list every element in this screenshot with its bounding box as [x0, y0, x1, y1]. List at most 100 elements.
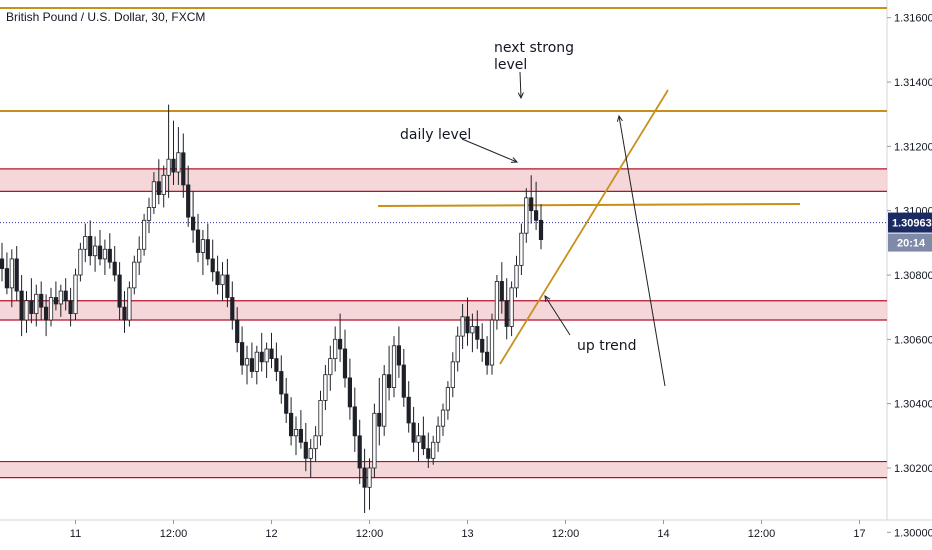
target-arrow	[618, 115, 666, 387]
y-tick-label: 1.31400	[894, 77, 932, 89]
candle-body	[396, 345, 402, 366]
candle-body	[205, 239, 210, 260]
x-tick-label: 12:00	[552, 528, 580, 540]
candle-body	[470, 326, 475, 334]
candle-body	[48, 297, 54, 321]
candle-body	[406, 396, 411, 424]
candle-body	[122, 306, 127, 321]
candle-body	[68, 300, 73, 314]
x-tick-label: 12:00	[356, 528, 384, 540]
x-tick-label: 13	[461, 528, 473, 540]
candle-body	[480, 338, 485, 353]
y-tick-label: 1.30800	[894, 270, 932, 282]
short-level-line[interactable]	[377, 203, 801, 207]
candle-body	[534, 210, 539, 221]
candle-body	[401, 364, 406, 398]
last-price-value: 1.30963	[892, 218, 932, 230]
candle-body	[58, 290, 63, 305]
candle-body	[19, 290, 24, 321]
candle-body	[44, 306, 49, 321]
candle-body	[176, 152, 181, 173]
candle-body	[489, 319, 495, 366]
candle-body	[426, 448, 431, 459]
candle-body	[352, 406, 357, 437]
target-arrow-head	[616, 114, 623, 122]
candle-body	[151, 181, 156, 208]
candle-body	[200, 239, 205, 253]
candle-body	[504, 300, 509, 327]
candle-body	[225, 274, 230, 298]
up-trend-annotation: up trend	[577, 338, 637, 354]
x-tick-label: 12:00	[160, 528, 188, 540]
candle-body	[29, 300, 34, 314]
candle-body	[112, 261, 117, 276]
candle-body	[102, 248, 107, 260]
candle-body	[210, 258, 215, 273]
candle-body	[377, 412, 382, 427]
candle-body	[274, 358, 279, 372]
candle-body	[9, 258, 14, 289]
daily-level-arrow	[461, 138, 518, 163]
next-strong-level-arrow-head	[517, 92, 524, 100]
candle-body	[328, 358, 333, 376]
candle-body	[367, 467, 372, 488]
candle-body	[264, 348, 269, 363]
candle-body	[342, 348, 348, 379]
candle-body	[132, 261, 137, 289]
candle-body	[78, 248, 83, 276]
candle-body	[93, 245, 98, 257]
y-tick-label: 1.30400	[894, 399, 932, 411]
candle-body	[107, 248, 112, 263]
candle-body	[53, 297, 59, 305]
candle-body	[411, 422, 416, 443]
lower-zone[interactable]	[0, 461, 887, 478]
candle-body	[4, 268, 9, 289]
candle-body	[137, 248, 142, 263]
daily-level-zone[interactable]	[0, 168, 887, 192]
candle-body	[279, 371, 284, 395]
candle-body	[117, 274, 122, 308]
candle-body	[269, 348, 274, 360]
candle-body	[284, 393, 289, 414]
candle-body	[323, 374, 328, 401]
candle-body	[88, 236, 93, 257]
candle-body	[220, 274, 225, 286]
x-tick-label: 12	[265, 528, 277, 540]
candle-body	[127, 287, 132, 321]
candle-body	[181, 152, 186, 186]
chart-title: British Pound / U.S. Dollar, 30, FXCM	[6, 10, 206, 24]
up-trend-arrow-head	[544, 295, 551, 303]
next-strong-level-annotation: level	[494, 57, 527, 73]
candle-body	[538, 219, 544, 241]
middle-zone[interactable]	[0, 300, 887, 321]
y-tick-label: 1.30000	[894, 527, 932, 539]
candle-body	[254, 351, 259, 372]
candle-body	[303, 441, 308, 459]
countdown-value: 20:14	[897, 238, 926, 250]
candle-body	[141, 219, 147, 250]
candle-body	[24, 300, 29, 321]
x-tick-label: 11	[70, 528, 81, 540]
candle-body	[337, 338, 343, 350]
candle-body	[318, 400, 323, 437]
x-tick-label: 14	[657, 528, 669, 540]
candle-body	[156, 181, 161, 195]
candle-body	[440, 409, 446, 427]
candle-body	[421, 435, 426, 450]
next-strong-level-arrow	[519, 71, 522, 99]
trend-line[interactable]	[499, 89, 669, 365]
candle-body	[416, 435, 421, 443]
up-trend-arrow	[544, 295, 571, 336]
candle-body	[475, 326, 480, 340]
candle-body	[195, 229, 201, 253]
candle-body	[230, 297, 235, 321]
candle-body	[166, 158, 171, 176]
candle-body	[435, 425, 441, 443]
daily-level-annotation: daily level	[400, 127, 471, 143]
candle-body	[450, 361, 455, 388]
next-strong-level-annotation: next strong	[494, 40, 574, 56]
candle-body	[484, 351, 490, 366]
candle-body	[14, 258, 19, 292]
candle-body	[357, 435, 362, 469]
